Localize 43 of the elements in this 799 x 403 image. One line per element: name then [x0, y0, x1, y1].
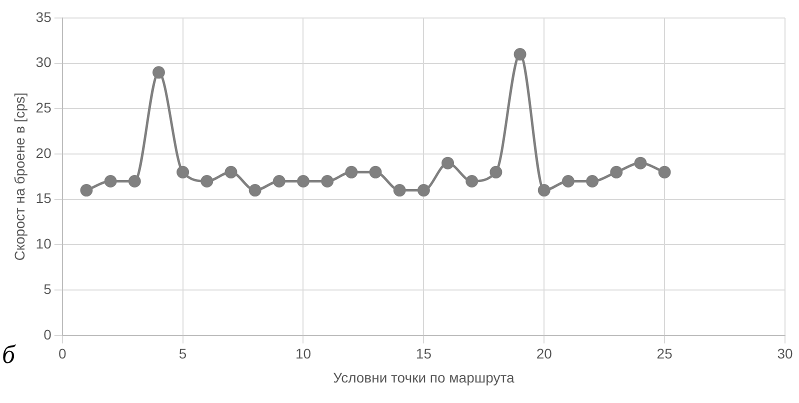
point [658, 166, 671, 178]
point [345, 166, 358, 178]
x-tick-label: 5 [178, 346, 187, 362]
point [369, 166, 382, 178]
x-tick-label: 10 [295, 346, 312, 362]
x-tick-label: 25 [656, 346, 673, 362]
point [490, 166, 502, 178]
point [80, 184, 93, 197]
x-tick-label: 30 [777, 346, 793, 362]
y-tick-label: 0 [44, 326, 52, 342]
point [200, 174, 214, 188]
y-tick-label: 30 [36, 54, 52, 70]
x-axis-title: Условни точки по маршрута [333, 369, 514, 386]
point [393, 184, 406, 197]
point [248, 184, 262, 197]
point [466, 174, 478, 188]
x-tick-label: 15 [416, 346, 432, 362]
point [104, 174, 117, 188]
point [128, 174, 141, 188]
point [176, 166, 190, 178]
point [152, 66, 165, 79]
point [417, 184, 430, 197]
y-tick-label: 5 [44, 280, 52, 297]
y-tick-label: 15 [36, 190, 52, 206]
point [538, 184, 550, 197]
point [224, 166, 238, 178]
point [321, 174, 334, 188]
point [634, 156, 647, 170]
point [586, 174, 599, 188]
point [442, 156, 454, 170]
y-tick-label: 25 [36, 100, 52, 116]
text: б [2, 340, 16, 370]
y-tick-label: 35 [36, 8, 52, 25]
x-tick-label: 20 [536, 346, 552, 362]
y-tick-label: 20 [36, 144, 52, 161]
point [610, 166, 623, 178]
x-tick-label: 0 [58, 346, 66, 362]
y-tick-label: 10 [36, 236, 52, 252]
y-axis-title: Скорост на броене в [cps] [11, 92, 28, 261]
point [297, 174, 310, 188]
point [272, 174, 286, 188]
point [562, 174, 574, 188]
point [514, 48, 526, 61]
